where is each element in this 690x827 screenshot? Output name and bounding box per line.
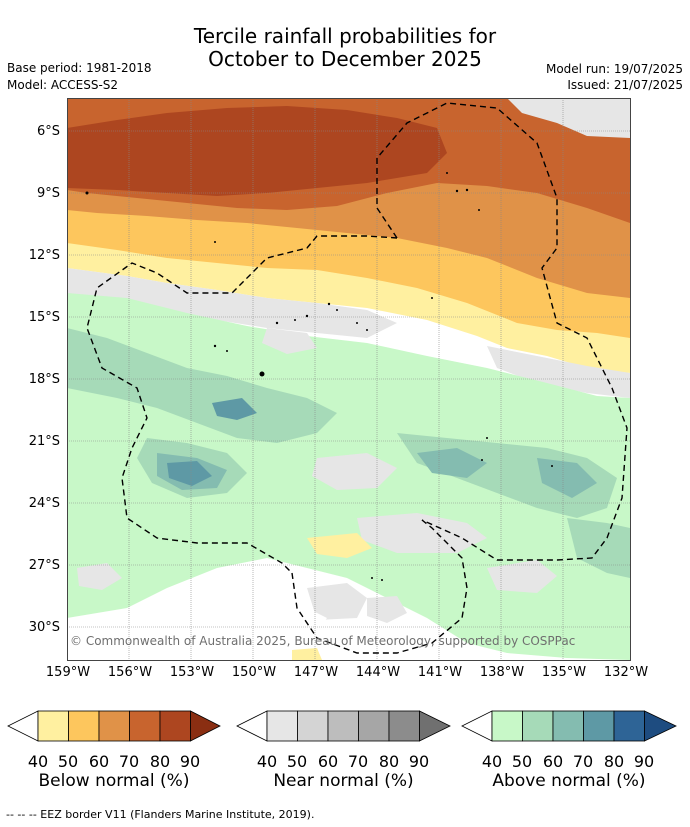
- colorbars: [7, 710, 677, 742]
- above-tick-label: 70: [572, 752, 594, 771]
- below-normal-patch-south2: [292, 648, 322, 660]
- lat-label: 21°S: [28, 434, 60, 449]
- above-tick-label: 40: [481, 752, 503, 771]
- near-normal-patch-1: [312, 453, 397, 490]
- eez-border: [86, 102, 628, 654]
- above-normal-region-60: [67, 328, 337, 443]
- below-tick-label: 40: [27, 752, 49, 771]
- white-region-south: [157, 593, 327, 653]
- base-period-label: Base period: 1981-2018: [7, 61, 152, 75]
- lat-label: 18°S: [28, 372, 60, 387]
- lat-label: 9°S: [36, 186, 60, 201]
- map-border: [67, 98, 631, 661]
- copyright-notice: © Commonwealth of Australia 2025, Bureau…: [70, 634, 576, 648]
- map-gridlines: [67, 98, 630, 660]
- near-normal-patch-3: [77, 563, 122, 590]
- above-normal-region-70b: [417, 448, 487, 478]
- lon-label: 159°W: [45, 665, 91, 680]
- islands: [85, 172, 553, 581]
- above-tick-label: 90: [633, 752, 655, 771]
- lon-label: 153°W: [169, 665, 215, 680]
- probability-map: [67, 98, 630, 660]
- lon-label: 144°W: [355, 665, 401, 680]
- above-normal-title: Above normal (%): [492, 771, 646, 791]
- below-normal-patch-south: [307, 533, 372, 558]
- above-tick-label: 60: [542, 752, 564, 771]
- below-tick-label: 50: [57, 752, 79, 771]
- below-normal-colorbar: [7, 710, 221, 742]
- above-normal-region-80b: [167, 461, 212, 486]
- above-normal-region-60d: [567, 518, 630, 578]
- near-tick-label: 60: [317, 752, 339, 771]
- near-normal-patch-7: [262, 328, 317, 354]
- near-normal-patch-2: [357, 513, 487, 553]
- below-tick-label: 60: [88, 752, 110, 771]
- near-normal-patch-6: [487, 560, 557, 593]
- above-normal-region-80: [212, 398, 257, 420]
- lon-label: 141°W: [417, 665, 463, 680]
- below-tick-label: 70: [118, 752, 140, 771]
- near-normal-region-ne2: [587, 106, 630, 128]
- map-title-line2: October to December 2025: [208, 47, 482, 71]
- lon-label: 150°W: [231, 665, 277, 680]
- model-run-label: Model run: 19/07/2025: [545, 62, 683, 76]
- lat-label: 30°S: [28, 620, 60, 635]
- lat-label: 27°S: [28, 558, 60, 573]
- map-plot-area: © Commonwealth of Australia 2025, Bureau…: [67, 98, 630, 660]
- lon-label: 132°W: [603, 665, 649, 680]
- lat-label: 12°S: [28, 248, 60, 263]
- above-tick-label: 80: [603, 752, 625, 771]
- near-tick-label: 40: [256, 752, 278, 771]
- above-normal-region-70c: [537, 458, 597, 498]
- near-tick-label: 80: [378, 752, 400, 771]
- near-normal-colorbar: [236, 710, 451, 742]
- lat-label: 24°S: [28, 496, 60, 511]
- near-tick-label: 50: [286, 752, 308, 771]
- lat-label: 6°S: [36, 124, 60, 139]
- below-tick-label: 90: [179, 752, 201, 771]
- above-tick-label: 50: [511, 752, 533, 771]
- near-tick-label: 90: [408, 752, 430, 771]
- lon-label: 138°W: [479, 665, 525, 680]
- model-label: Model: ACCESS-S2: [7, 78, 119, 92]
- map-title-line1: Tercile rainfall probabilities for: [193, 24, 497, 48]
- below-normal-region-80: [67, 106, 447, 196]
- near-normal-patch-4: [307, 583, 367, 620]
- near-normal-title: Near normal (%): [273, 771, 414, 791]
- lon-label: 147°W: [293, 665, 339, 680]
- lon-label: 135°W: [541, 665, 587, 680]
- above-normal-colorbar: [461, 710, 677, 742]
- near-normal-region-band: [67, 268, 397, 338]
- below-normal-title: Below normal (%): [38, 771, 190, 791]
- near-tick-label: 70: [347, 752, 369, 771]
- near-normal-region-e: [487, 346, 630, 398]
- eez-footnote: -- -- -- EEZ border V11 (Flanders Marine…: [6, 808, 315, 821]
- lon-label: 156°W: [107, 665, 153, 680]
- issued-label: Issued: 21/07/2025: [567, 78, 683, 92]
- lat-label: 15°S: [28, 310, 60, 325]
- below-tick-label: 80: [149, 752, 171, 771]
